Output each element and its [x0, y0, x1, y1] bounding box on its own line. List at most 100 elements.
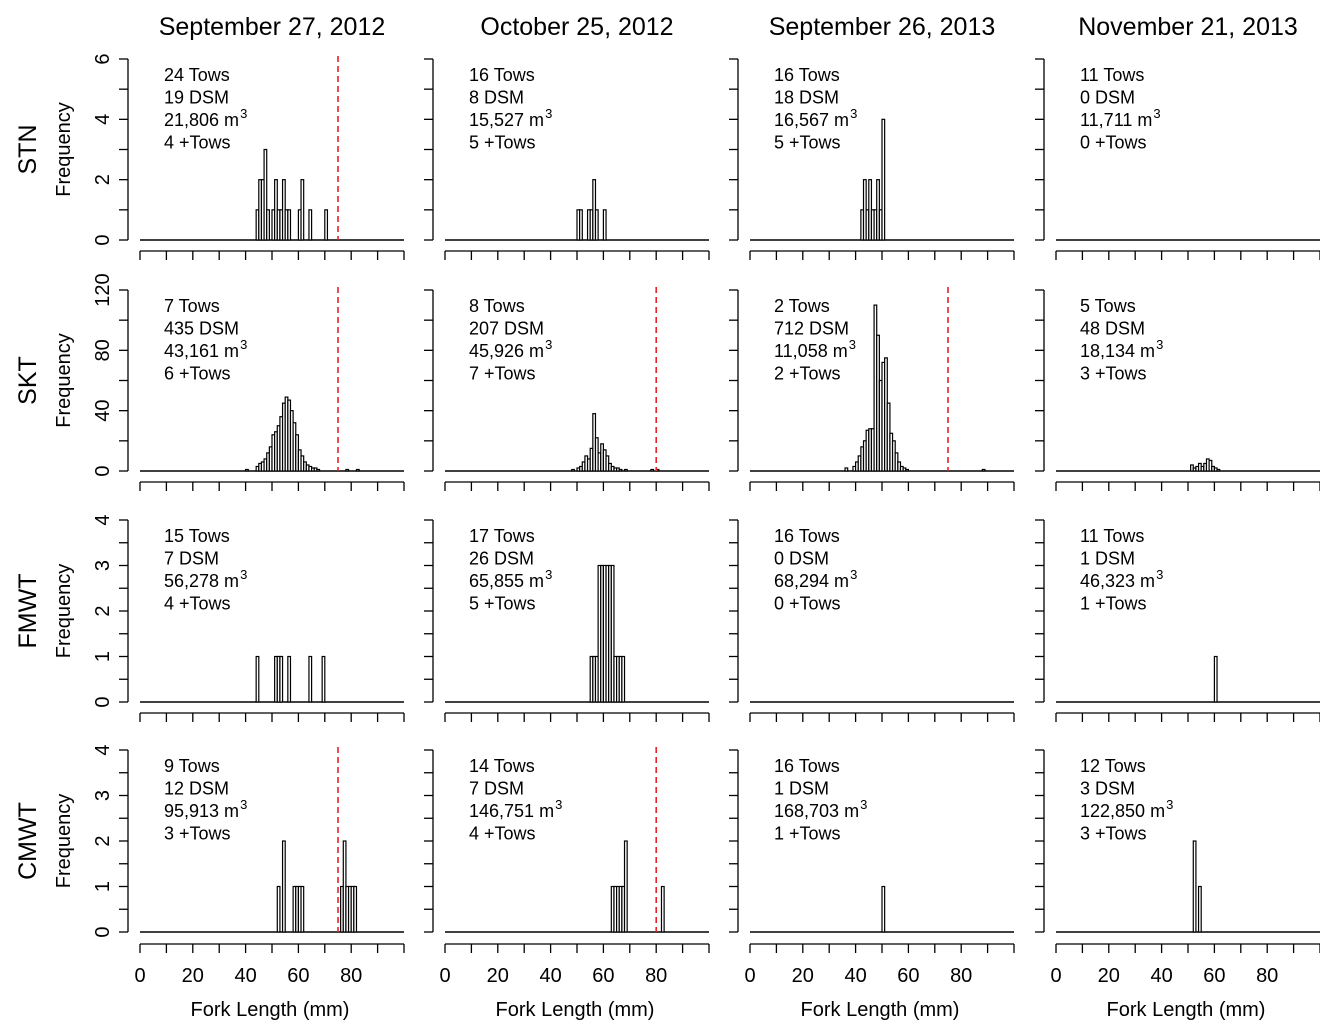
- y-tick-label: 4: [92, 514, 114, 525]
- annotation-volume: 18,134 m: [1080, 341, 1155, 361]
- annotation-volume: 168,703 m: [774, 801, 859, 821]
- annotation-superscript: 3: [850, 106, 857, 121]
- histogram-bar: [623, 468, 628, 472]
- y-tick-label: 0: [92, 465, 114, 476]
- annotation-volume: 11,711 m: [1080, 110, 1152, 130]
- histogram-bar: [571, 468, 575, 472]
- histogram-bar: [345, 468, 350, 472]
- histogram-bar: [353, 885, 358, 933]
- x-tick-label: 60: [1203, 965, 1225, 987]
- annotation-line: 0 DSM: [774, 549, 829, 569]
- annotation-superscript: 3: [240, 337, 247, 352]
- annotation-line: 2 Tows: [774, 296, 830, 316]
- annotation-volume: 15,527 m: [469, 110, 544, 130]
- annotation-line: 7 DSM: [469, 779, 524, 799]
- annotation-volume: 56,278 m: [164, 571, 239, 591]
- histogram-bar: [1213, 655, 1218, 703]
- annotation-volume: 95,913 m: [164, 801, 239, 821]
- row-label: CMWT: [14, 802, 42, 880]
- annotation-line: 14 Tows: [469, 756, 535, 776]
- x-tick-label: 0: [134, 965, 145, 987]
- annotation-line: 1 +Tows: [1080, 594, 1147, 614]
- histogram-bar: [276, 885, 281, 933]
- annotation-superscript: 3: [545, 337, 552, 352]
- histogram-bar: [355, 468, 360, 472]
- histogram-bar: [621, 655, 626, 703]
- row-label: SKT: [14, 356, 42, 405]
- y-tick-label: 80: [92, 339, 114, 361]
- y-axis-label: Frequency: [53, 333, 75, 428]
- histogram-bar: [844, 467, 849, 472]
- y-tick-label: 2: [92, 605, 114, 616]
- x-tick-label: 20: [792, 965, 814, 987]
- annotation-line: 2 +Tows: [774, 364, 841, 384]
- annotation-line: 11 Tows: [1080, 526, 1144, 546]
- y-axis-label: Frequency: [53, 564, 75, 659]
- histogram-bar: [623, 840, 628, 933]
- annotation-line: 1 DSM: [774, 779, 829, 799]
- annotation-line: 24 Tows: [164, 65, 230, 85]
- histogram-bar: [287, 655, 292, 703]
- annotation-line: 8 DSM: [469, 88, 524, 108]
- y-axis-label: Frequency: [53, 102, 75, 197]
- histogram-bar: [266, 209, 270, 241]
- x-tick-label: 80: [340, 965, 362, 987]
- histogram-bar: [279, 655, 284, 703]
- annotation-line: 0 DSM: [1080, 88, 1135, 108]
- histogram-bar: [281, 840, 286, 933]
- y-tick-label: 6: [92, 53, 114, 64]
- annotation-superscript: 3: [849, 337, 856, 352]
- annotation-superscript: 3: [850, 567, 857, 582]
- x-tick-label: 20: [182, 965, 204, 987]
- annotation-line: 3 +Tows: [164, 824, 231, 844]
- annotation-line: 7 Tows: [164, 296, 220, 316]
- histogram-bar: [1197, 885, 1202, 933]
- annotation-volume: 45,926 m: [469, 341, 544, 361]
- annotation-superscript: 3: [545, 106, 552, 121]
- annotation-line: 6 +Tows: [164, 364, 231, 384]
- annotation-line: 207 DSM: [469, 319, 544, 339]
- histogram-bar: [1216, 468, 1221, 472]
- x-tick-label: 0: [1050, 965, 1061, 987]
- annotation-line: 5 +Tows: [774, 133, 841, 153]
- annotation-line: 18 DSM: [774, 88, 839, 108]
- annotation-line: 435 DSM: [164, 319, 239, 339]
- y-tick-label: 1: [92, 651, 114, 662]
- x-tick-label: 60: [897, 965, 919, 987]
- histogram-bar: [660, 885, 665, 933]
- x-tick-label: 80: [645, 965, 667, 987]
- annotation-line: 5 +Tows: [469, 594, 536, 614]
- annotation-line: 0 +Tows: [774, 594, 841, 614]
- x-tick-label: 40: [539, 965, 561, 987]
- annotation-volume: 122,850 m: [1080, 801, 1165, 821]
- x-tick-label: 20: [487, 965, 509, 987]
- annotation-superscript: 3: [555, 797, 562, 812]
- histogram-bar: [255, 655, 260, 703]
- y-tick-label: 0: [92, 696, 114, 707]
- x-tick-label: 40: [844, 965, 866, 987]
- annotation-line: 3 +Tows: [1080, 364, 1147, 384]
- histogram-bar: [594, 209, 599, 241]
- y-tick-label: 3: [92, 560, 114, 571]
- annotation-line: 26 DSM: [469, 549, 534, 569]
- y-tick-label: 4: [92, 744, 114, 755]
- y-tick-label: 2: [92, 835, 114, 846]
- row-label: FMWT: [14, 574, 42, 649]
- annotation-line: 7 +Tows: [469, 364, 536, 384]
- annotation-line: 7 DSM: [164, 549, 219, 569]
- annotation-line: 16 Tows: [774, 756, 840, 776]
- annotation-line: 12 Tows: [1080, 756, 1146, 776]
- annotation-volume: 146,751 m: [469, 801, 554, 821]
- annotation-line: 5 +Tows: [469, 133, 536, 153]
- annotation-volume: 11,058 m: [774, 341, 848, 361]
- annotation-volume: 21,806 m: [164, 110, 239, 130]
- annotation-volume: 43,161 m: [164, 341, 239, 361]
- y-tick-label: 3: [92, 790, 114, 801]
